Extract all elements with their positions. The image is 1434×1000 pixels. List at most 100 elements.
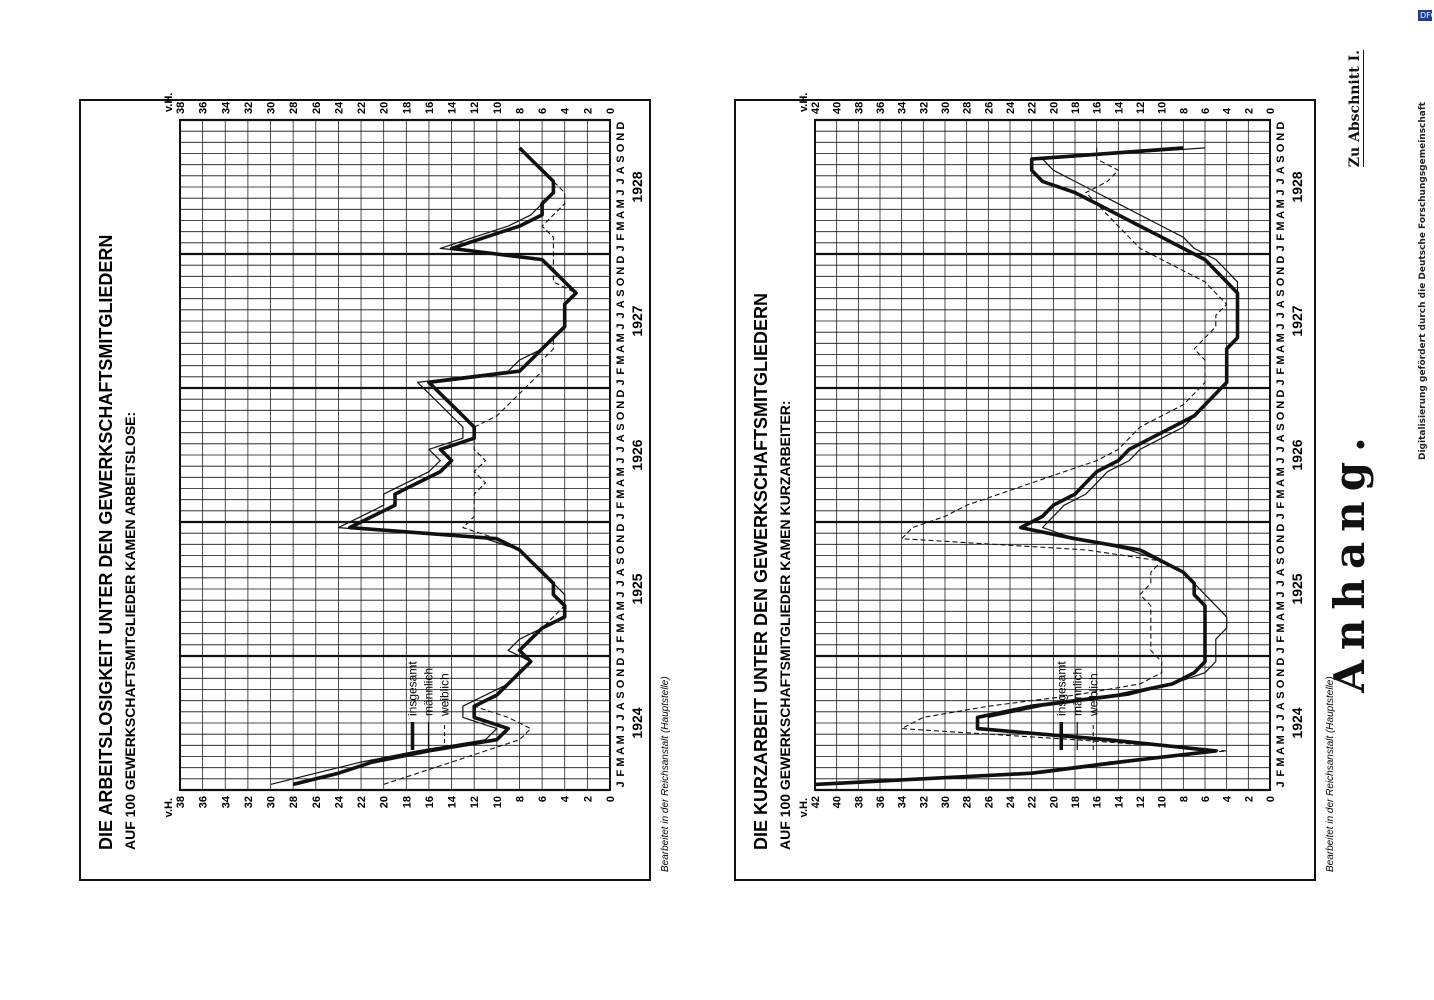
month-label: J bbox=[615, 781, 627, 787]
month-label: J bbox=[1275, 726, 1287, 732]
y-tick-label-left: 0 bbox=[605, 796, 617, 802]
month-label: S bbox=[1275, 557, 1287, 564]
month-label: F bbox=[1275, 368, 1287, 375]
month-label: J bbox=[1275, 312, 1287, 318]
chart-subtitle: AUF 100 GEWERKSCHAFTSMITGLIEDER KAMEN AR… bbox=[122, 412, 138, 850]
dfg-logo: DFG bbox=[1418, 10, 1434, 21]
chart-frame bbox=[734, 99, 1316, 881]
y-tick-label-left: 38 bbox=[853, 796, 865, 808]
month-label: F bbox=[615, 234, 627, 241]
legend-label: weiblich bbox=[1086, 673, 1100, 717]
month-label: M bbox=[615, 601, 627, 610]
chart-frame bbox=[79, 99, 651, 881]
year-label: 1926 bbox=[629, 439, 645, 470]
funding-note: Digitalisierung gefördert durch die Deut… bbox=[1418, 101, 1428, 460]
chart-source-note: Bearbeitet in der Reichsanstalt (Hauptst… bbox=[1325, 676, 1336, 872]
month-label: A bbox=[615, 702, 627, 710]
month-label: N bbox=[1275, 133, 1287, 141]
y-tick-label-right: 2 bbox=[582, 108, 594, 114]
month-label: F bbox=[1275, 636, 1287, 643]
y-tick-label-left: 32 bbox=[243, 796, 255, 808]
month-label: A bbox=[1275, 211, 1287, 219]
month-label: M bbox=[615, 623, 627, 632]
y-tick-label-right: 16 bbox=[1092, 102, 1104, 114]
month-label: D bbox=[1275, 122, 1287, 130]
month-label: A bbox=[615, 613, 627, 621]
month-label: J bbox=[615, 726, 627, 732]
y-tick-label-left: 36 bbox=[875, 796, 887, 808]
month-label: J bbox=[1275, 190, 1287, 196]
y-tick-label-right: 18 bbox=[401, 102, 413, 114]
month-label: A bbox=[1275, 568, 1287, 576]
y-tick-label-left: 42 bbox=[810, 796, 822, 808]
y-tick-label-left: 24 bbox=[333, 795, 345, 808]
month-label: A bbox=[615, 345, 627, 353]
year-label: 1927 bbox=[629, 305, 645, 336]
legend-label: männlich bbox=[422, 668, 436, 716]
month-label: J bbox=[615, 513, 627, 519]
month-label: M bbox=[615, 199, 627, 208]
y-tick-label-right: 34 bbox=[220, 101, 232, 114]
y-tick-label-right: 16 bbox=[424, 102, 436, 114]
month-label: J bbox=[1275, 446, 1287, 452]
month-label: M bbox=[1275, 333, 1287, 342]
y-tick-label-left: 24 bbox=[1005, 795, 1017, 808]
month-label: A bbox=[1275, 613, 1287, 621]
y-tick-label-right: 28 bbox=[288, 102, 300, 114]
y-tick-label-left: 18 bbox=[1070, 796, 1082, 808]
y-tick-label-left: 26 bbox=[983, 796, 995, 808]
month-label: J bbox=[1275, 178, 1287, 184]
month-label: O bbox=[615, 545, 627, 554]
y-tick-label-left: 14 bbox=[1113, 795, 1125, 808]
legend-label: insgesamt bbox=[1054, 661, 1068, 716]
y-tick-label-left: 26 bbox=[311, 796, 323, 808]
month-label: J bbox=[615, 647, 627, 653]
series-line-weiblich bbox=[836, 147, 1228, 785]
plot-area bbox=[179, 119, 611, 791]
y-tick-label-left: 28 bbox=[962, 796, 974, 808]
month-label: N bbox=[1275, 535, 1287, 543]
month-label: M bbox=[1275, 221, 1287, 230]
y-tick-label-left: 38 bbox=[175, 796, 187, 808]
chart-title: DIE ARBEITSLOSIGKEIT UNTER DEN GEWERKSCH… bbox=[96, 235, 116, 850]
month-label: N bbox=[615, 267, 627, 275]
y-tick-label-left: 22 bbox=[356, 796, 368, 808]
month-label: A bbox=[615, 568, 627, 576]
month-label: O bbox=[1275, 277, 1287, 286]
month-label: M bbox=[615, 489, 627, 498]
y-tick-label-right: 20 bbox=[1048, 102, 1060, 114]
month-label: M bbox=[1275, 735, 1287, 744]
month-label: J bbox=[615, 324, 627, 330]
chart-source-note: Bearbeitet in der Reichsanstalt (Hauptst… bbox=[660, 676, 671, 872]
month-label: J bbox=[615, 458, 627, 464]
month-label: O bbox=[1275, 545, 1287, 554]
month-label: D bbox=[615, 256, 627, 264]
y-tick-label-right: 30 bbox=[266, 102, 278, 114]
month-label: A bbox=[1275, 747, 1287, 755]
legend-label: weiblich bbox=[438, 673, 452, 717]
y-tick-label-left: 30 bbox=[940, 796, 952, 808]
year-label: 1927 bbox=[1289, 305, 1305, 336]
y-tick-label-left: 2 bbox=[1243, 796, 1255, 802]
y-tick-label-right: 2 bbox=[1243, 108, 1255, 114]
month-label: M bbox=[1275, 623, 1287, 632]
month-label: D bbox=[1275, 256, 1287, 264]
y-tick-label-left: 12 bbox=[469, 796, 481, 808]
y-tick-label-right: 0 bbox=[1265, 108, 1277, 114]
y-axis-unit-right: v.H. bbox=[798, 93, 810, 112]
y-tick-label-left: 16 bbox=[424, 796, 436, 808]
month-label: A bbox=[1275, 300, 1287, 308]
chart-1: DIE ARBEITSLOSIGKEIT UNTER DEN GEWERKSCH… bbox=[79, 93, 671, 881]
month-label: O bbox=[615, 277, 627, 286]
month-label: D bbox=[1275, 390, 1287, 398]
month-label: D bbox=[1275, 658, 1287, 666]
year-label: 1926 bbox=[1289, 439, 1305, 470]
month-label: M bbox=[1275, 199, 1287, 208]
y-tick-label-right: 10 bbox=[492, 102, 504, 114]
y-tick-label-right: 20 bbox=[379, 102, 391, 114]
legend: insgesamt männlich weiblich bbox=[1054, 661, 1100, 750]
month-label: J bbox=[615, 446, 627, 452]
y-tick-label-right: 22 bbox=[1027, 102, 1039, 114]
